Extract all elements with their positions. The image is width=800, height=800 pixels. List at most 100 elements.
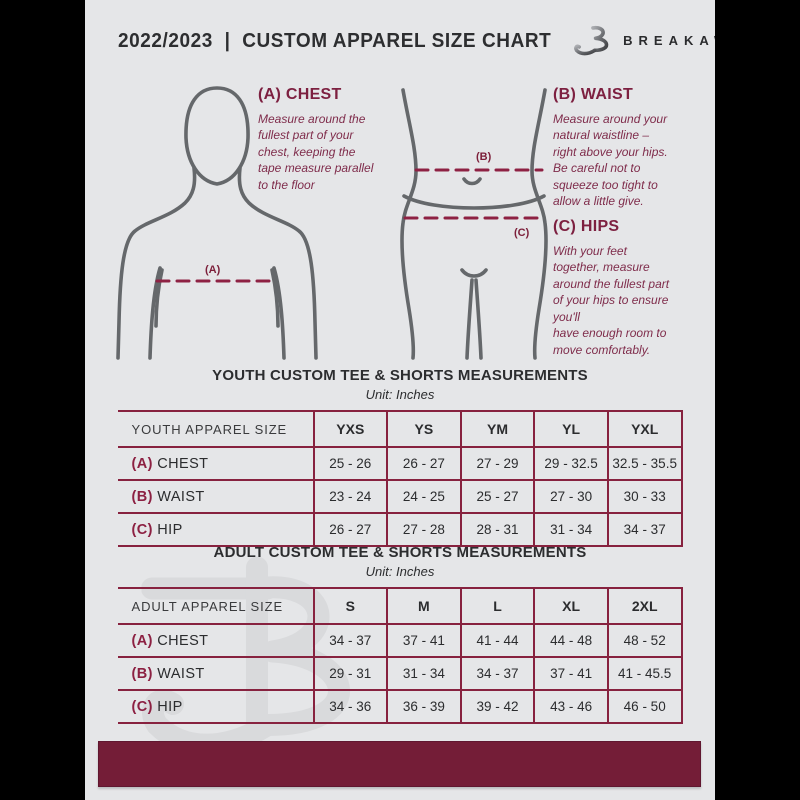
table-row: (C) HIP 34 - 36 36 - 39 39 - 42 43 - 46 46 - …: [117, 690, 683, 724]
youth-table-title: YOUTH CUSTOM TEE & SHORTS MEASUREMENTS: [212, 367, 588, 384]
apparel-size-column-header: ADULT APPAREL SIZE: [117, 588, 314, 625]
waist-hips-figure-illustration: (B) (C): [400, 88, 548, 360]
breakaway-logo-icon: [574, 19, 612, 61]
measurement-cell: 32.5 - 35.5: [606, 447, 683, 481]
document-title: 2022/2023 | CUSTOM APPAREL SIZE CHART: [118, 29, 552, 52]
table-row: (A) CHEST 34 - 37 37 - 41 41 - 44 44 - 48 48 …: [117, 624, 683, 658]
measurement-cell: 46 - 50: [606, 690, 683, 724]
measurement-cell: 27 - 28: [386, 513, 461, 547]
measurement-cell: 37 - 41: [533, 657, 608, 691]
table-row: (B) WAIST 23 - 24 24 - 25 25 - 27 27 - 30 30 …: [117, 480, 683, 514]
size-column-header: L: [459, 588, 535, 625]
chest-marker-label: (A): [205, 264, 221, 276]
row-label-text: CHEST: [157, 455, 209, 472]
hips-description: With your feet together, measure around …: [553, 244, 670, 357]
footer-accent-bar: [98, 741, 701, 787]
size-column-header: 2XL: [606, 588, 683, 625]
size-column-header: YXS: [312, 411, 388, 448]
adult-measurements-section: ADULT CUSTOM TEE & SHORTS MEASUREMENTS U…: [85, 544, 715, 724]
measurement-cell: 41 - 45.5: [606, 657, 683, 691]
row-marker: (A): [131, 455, 153, 472]
size-column-header: YM: [459, 411, 535, 448]
waist-guide-block: (B) WAIST Measure around your natural wa…: [553, 86, 708, 210]
measurement-guide: (A) (A) CHEST Measure around the fullest…: [85, 80, 715, 368]
waist-heading: (B) WAIST: [553, 86, 634, 103]
measurement-cell: 34 - 37: [606, 513, 683, 547]
chest-guide-block: (A) CHEST Measure around the fullest par…: [258, 86, 408, 193]
row-marker: (C): [131, 698, 153, 715]
measurement-cell: 44 - 48: [533, 624, 608, 658]
measurement-cell: 25 - 26: [312, 447, 388, 481]
table-header-row: ADULT APPAREL SIZE S M L XL 2XL: [117, 588, 683, 625]
row-marker: (A): [131, 632, 153, 649]
row-marker: (B): [131, 488, 153, 505]
chest-heading: (A) CHEST: [258, 86, 342, 103]
hips-heading: (C) HIPS: [553, 218, 620, 235]
measurement-cell: 27 - 29: [459, 447, 535, 481]
measurement-cell: 41 - 44: [459, 624, 535, 658]
measurement-cell: 27 - 30: [533, 480, 608, 514]
page-header: 2022/2023 | CUSTOM APPAREL SIZE CHART BR…: [85, 0, 715, 74]
adult-table-title: ADULT CUSTOM TEE & SHORTS MEASUREMENTS: [213, 544, 587, 561]
row-label-text: WAIST: [157, 665, 205, 682]
waist-description: Measure around your natural waistline – …: [553, 112, 668, 209]
size-column-header: YS: [386, 411, 461, 448]
measurement-cell: 36 - 39: [386, 690, 461, 724]
measurement-cell: 39 - 42: [459, 690, 535, 724]
chest-description: Measure around the fullest part of your …: [258, 112, 374, 192]
measurement-cell: 30 - 33: [606, 480, 683, 514]
size-column-header: S: [312, 588, 388, 625]
measurement-row-label: (B) WAIST: [117, 480, 314, 514]
measurement-row-label: (C) HIP: [117, 690, 314, 724]
measurement-cell: 34 - 37: [459, 657, 535, 691]
table-row: (B) WAIST 29 - 31 31 - 34 34 - 37 37 - 41 41 …: [117, 657, 683, 691]
measurement-cell: 31 - 34: [386, 657, 461, 691]
row-label-text: HIP: [157, 698, 183, 715]
measurement-cell: 24 - 25: [386, 480, 461, 514]
left-black-bar: [0, 0, 85, 800]
hips-marker-label: (C): [514, 227, 530, 239]
measurement-cell: 48 - 52: [606, 624, 683, 658]
youth-table-unit: Unit: Inches: [365, 387, 435, 402]
chest-figure-illustration: (A): [116, 86, 318, 360]
size-chart-page: 2022/2023 | CUSTOM APPAREL SIZE CHART BR…: [85, 0, 715, 800]
measurement-cell: 37 - 41: [386, 624, 461, 658]
row-marker: (C): [131, 521, 153, 538]
size-column-header: M: [386, 588, 461, 625]
measurement-cell: 43 - 46: [533, 690, 608, 724]
row-marker: (B): [131, 665, 153, 682]
brand-lockup: BREAKAWAY: [574, 19, 715, 61]
table-row: (C) HIP 26 - 27 27 - 28 28 - 31 31 - 34 34 - …: [117, 513, 683, 547]
right-black-bar: [715, 0, 800, 800]
brand-name: BREAKAWAY: [623, 32, 715, 48]
row-label-text: HIP: [157, 521, 183, 538]
measurement-cell: 23 - 24: [312, 480, 388, 514]
measurement-row-label: (C) HIP: [117, 513, 314, 547]
row-label-text: WAIST: [157, 488, 205, 505]
adult-size-table: ADULT APPAREL SIZE S M L XL 2XL (A) CHEST 34 - …: [117, 587, 683, 724]
measurement-row-label: (A) CHEST: [117, 447, 314, 481]
measurement-cell: 34 - 36: [312, 690, 388, 724]
hips-guide-block: (C) HIPS With your feet together, measur…: [553, 218, 713, 358]
measurement-cell: 25 - 27: [459, 480, 535, 514]
measurement-row-label: (A) CHEST: [117, 624, 314, 658]
measurement-cell: 29 - 31: [312, 657, 388, 691]
size-column-header: YL: [533, 411, 608, 448]
measurement-cell: 26 - 27: [386, 447, 461, 481]
youth-size-table: YOUTH APPAREL SIZE YXS YS YM YL YXL (A) CHEST 2…: [117, 410, 683, 547]
table-row: (A) CHEST 25 - 26 26 - 27 27 - 29 29 - 32.5 3…: [117, 447, 683, 481]
measurement-cell: 28 - 31: [459, 513, 535, 547]
apparel-size-column-header: YOUTH APPAREL SIZE: [117, 411, 314, 448]
waist-marker-label: (B): [476, 151, 492, 163]
measurement-cell: 29 - 32.5: [533, 447, 608, 481]
youth-measurements-section: YOUTH CUSTOM TEE & SHORTS MEASUREMENTS U…: [85, 367, 715, 547]
row-label-text: CHEST: [157, 632, 209, 649]
measurement-row-label: (B) WAIST: [117, 657, 314, 691]
size-column-header: XL: [533, 588, 608, 625]
table-header-row: YOUTH APPAREL SIZE YXS YS YM YL YXL: [117, 411, 683, 448]
measurement-cell: 26 - 27: [312, 513, 388, 547]
size-column-header: YXL: [606, 411, 683, 448]
adult-table-unit: Unit: Inches: [365, 564, 435, 579]
measurement-cell: 31 - 34: [533, 513, 608, 547]
